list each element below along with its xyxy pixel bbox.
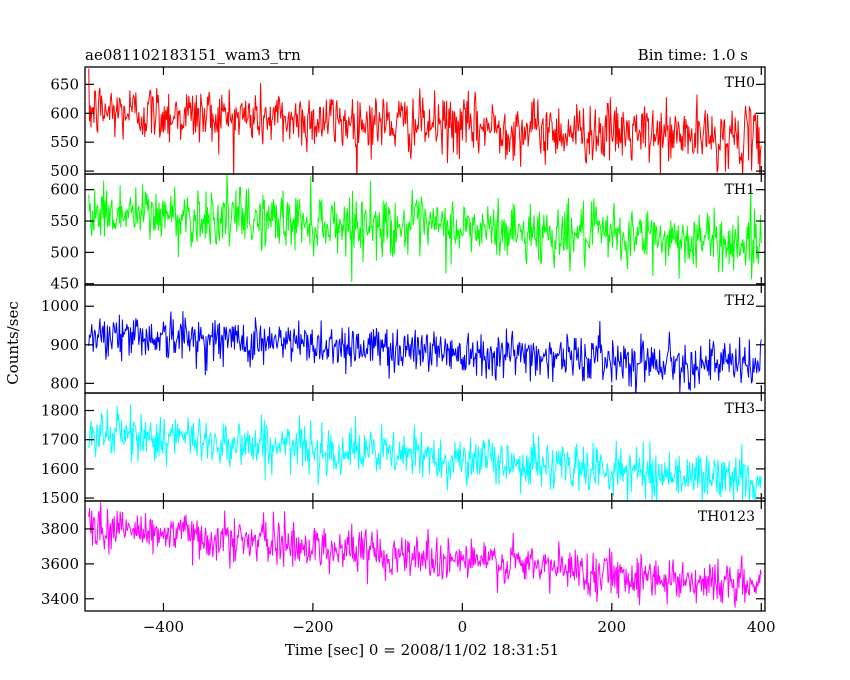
panel-label-th3: TH3 <box>725 401 755 417</box>
panel-frame-th0 <box>84 66 766 175</box>
series-th0-line <box>88 68 762 174</box>
y-tick-label: 800 <box>50 374 79 392</box>
x-tick-label: −400 <box>143 618 184 636</box>
y-tick-label: 500 <box>50 243 79 261</box>
y-tick-label: 600 <box>50 181 79 199</box>
y-tick-label: 1500 <box>41 489 79 507</box>
panel-label-th2: TH2 <box>725 293 755 309</box>
x-tick-label: 400 <box>747 618 776 636</box>
panels-group: 500 550 600 650 TH0 450 500 550 600 TH1 800 900 1000… <box>41 66 776 636</box>
x-axis-title: Time [sec] 0 = 2008/11/02 18:31:51 <box>285 641 559 659</box>
x-tick-label: 200 <box>597 618 626 636</box>
y-tick-label: 3800 <box>41 520 79 538</box>
y-tick-label: 550 <box>50 133 79 151</box>
panel-label-th0123: TH0123 <box>698 509 755 525</box>
y-tick-label: 1800 <box>41 402 79 420</box>
x-tick-label: 0 <box>458 618 468 636</box>
y-tick-label: 1600 <box>41 460 79 478</box>
series-th1-line <box>88 174 762 282</box>
y-axis-title: Counts/sec <box>4 301 22 385</box>
y-tick-label: 650 <box>50 75 79 93</box>
bin-time-label: Bin time: 1.0 s <box>638 46 748 64</box>
y-tick-label: 550 <box>50 212 79 230</box>
y-tick-label: 1700 <box>41 431 79 449</box>
y-tick-label: 1000 <box>41 297 79 315</box>
series-th3-line <box>88 404 762 501</box>
y-tick-label: 500 <box>50 162 79 180</box>
panel-label-th0: TH0 <box>725 75 755 91</box>
y-tick-label: 3400 <box>41 590 79 608</box>
panel-label-th1: TH1 <box>725 182 755 198</box>
y-tick-label: 3600 <box>41 555 79 573</box>
y-tick-label: 900 <box>50 336 79 354</box>
y-tick-label: 450 <box>50 275 79 293</box>
y-tick-label: 600 <box>50 104 79 122</box>
x-tick-label: −200 <box>292 618 333 636</box>
chart-title: ae081102183151_wam3_trn <box>85 46 301 64</box>
panel-frame-th0123 <box>84 500 766 612</box>
series-th2-line <box>88 311 762 393</box>
series-th0123-line <box>88 502 762 608</box>
panel-frame-th1 <box>84 173 766 286</box>
